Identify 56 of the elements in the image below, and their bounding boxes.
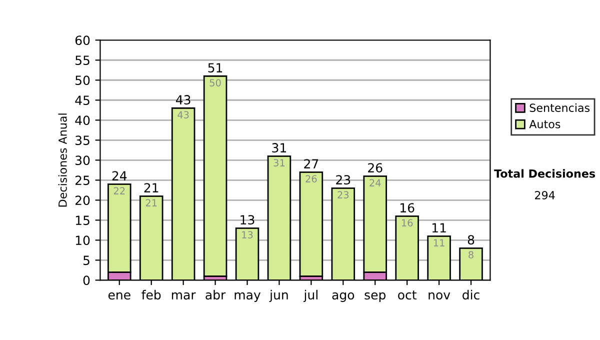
y-tick-label: 15 [76,216,90,226]
text: Total Decisiones [494,169,596,178]
y-tick-label: 10 [76,236,90,246]
legend-label: Autos [529,120,560,128]
legend-label: Sentencias [530,103,590,112]
data-label: 8 [468,251,474,258]
text: 294 [535,190,555,200]
y-tick-label: 25 [75,176,90,186]
bar [203,75,228,277]
bar [299,171,324,277]
data-label: 23 [338,191,349,198]
y-tick-label: 0 [83,276,90,286]
x-tick-label: ene [108,292,130,300]
total-label: 11 [432,223,446,232]
data-label: 22 [114,187,125,194]
x-tick-label: nov [428,292,450,300]
y-tick-label: 20 [75,196,90,206]
data-label: 11 [434,239,444,246]
total-label: 21 [144,183,158,192]
y-tick-label: 60 [75,36,90,46]
total-label: 8 [468,235,474,245]
total-label: 16 [400,203,414,213]
x-tick-label: may [234,292,260,302]
x-tick-label: jul [304,290,318,302]
data-label: 16 [402,219,413,226]
y-tick-label: 50 [76,76,90,86]
total-label: 13 [240,215,254,225]
x-tick-label: mar [172,292,196,300]
y-tick-label: 5 [83,256,90,266]
total-label: 23 [336,175,350,185]
total-label: 24 [112,171,127,180]
x-tick-label: dic [462,290,480,300]
y-tick-label: 55 [76,56,90,66]
total-label: 27 [304,159,318,168]
data-label: 31 [274,159,285,166]
x-tick-label: abr [206,290,226,300]
y-axis-title: Decisiones Anual [58,114,67,207]
x-tick-label: oct [398,290,416,300]
x-tick-label: ago [332,292,354,302]
total-label: 43 [176,95,190,105]
data-label: 24 [370,179,381,186]
x-tick-label: feb [142,290,161,300]
data-label: 21 [146,199,157,206]
x-tick-label: jun [269,290,288,302]
total-label: 26 [368,163,382,173]
y-tick-label: 45 [75,96,90,106]
y-tick-label: 35 [76,136,90,146]
data-label: 13 [242,231,253,238]
data-label: 43 [178,111,189,118]
data-label: 26 [306,175,317,182]
x-tick-label: sep [364,292,386,302]
total-label: 31 [272,143,286,153]
total-label: 51 [208,63,222,73]
data-label: 50 [210,79,221,86]
y-tick-label: 40 [75,116,90,126]
y-tick-label: 30 [76,156,90,166]
